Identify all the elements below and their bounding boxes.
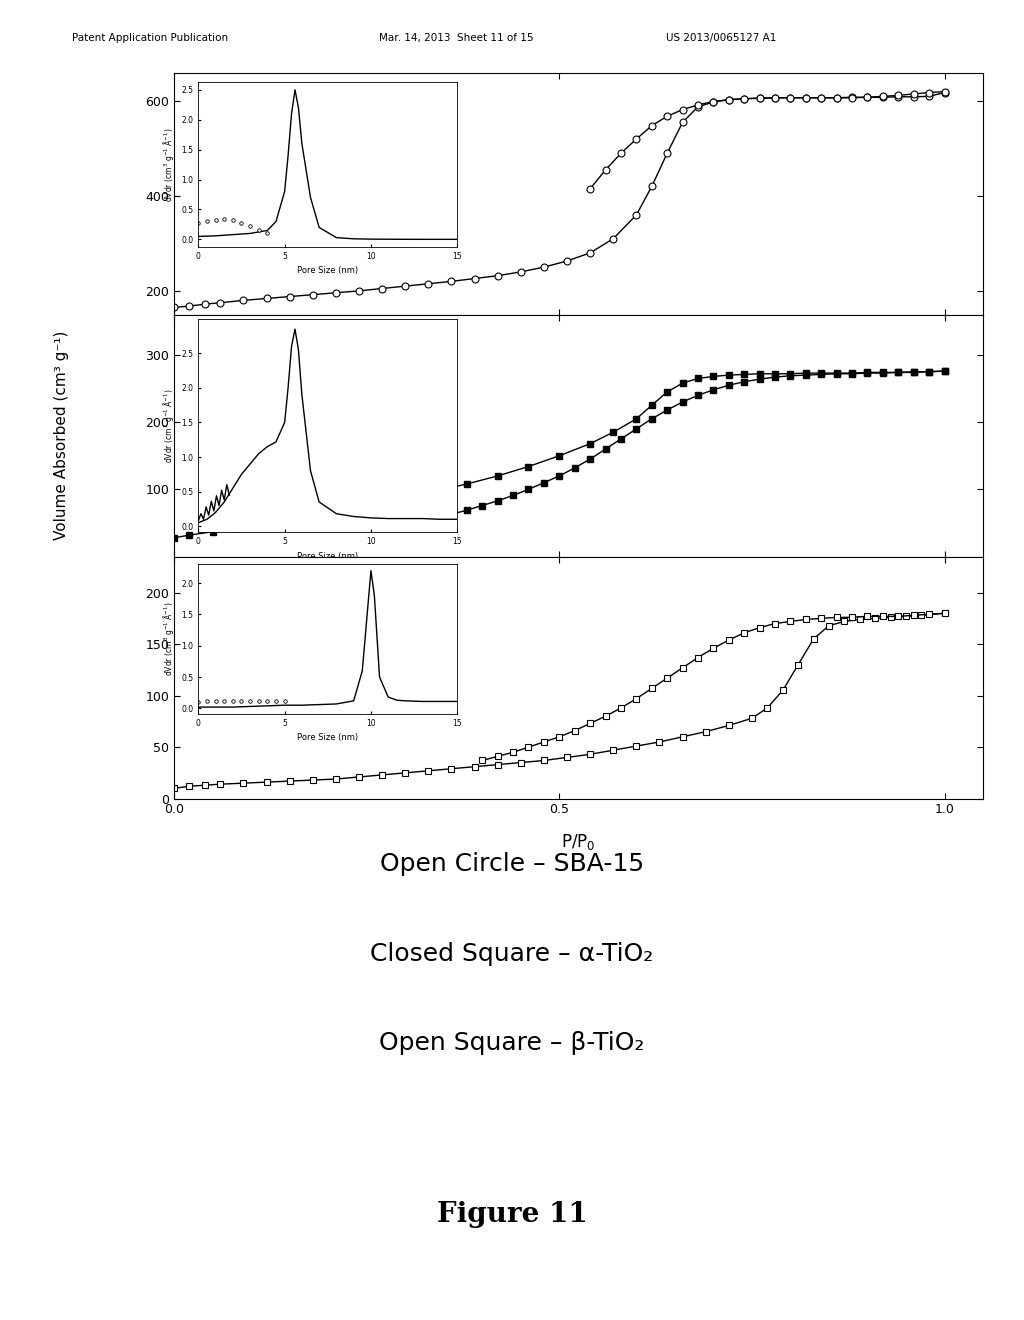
Text: Patent Application Publication: Patent Application Publication xyxy=(72,33,227,44)
Text: Open Circle – SBA-15: Open Circle – SBA-15 xyxy=(380,851,644,876)
Text: Mar. 14, 2013  Sheet 11 of 15: Mar. 14, 2013 Sheet 11 of 15 xyxy=(379,33,534,44)
Text: Volume Absorbed (cm³ g⁻¹): Volume Absorbed (cm³ g⁻¹) xyxy=(54,331,69,540)
Text: Closed Square – α-TiO₂: Closed Square – α-TiO₂ xyxy=(371,941,653,966)
Text: Figure 11: Figure 11 xyxy=(436,1201,588,1228)
Text: Open Square – β-TiO₂: Open Square – β-TiO₂ xyxy=(379,1031,645,1056)
Text: US 2013/0065127 A1: US 2013/0065127 A1 xyxy=(666,33,776,44)
Text: P/P$_0$: P/P$_0$ xyxy=(561,832,596,851)
